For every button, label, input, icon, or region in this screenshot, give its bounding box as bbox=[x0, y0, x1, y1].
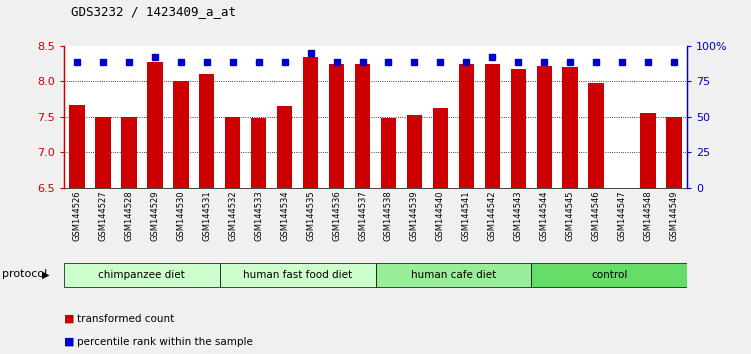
Bar bbox=[562, 67, 578, 188]
Bar bbox=[329, 64, 344, 188]
Text: chimpanzee diet: chimpanzee diet bbox=[98, 270, 185, 280]
Bar bbox=[536, 66, 552, 188]
Bar bbox=[220, 263, 376, 287]
Bar bbox=[511, 69, 526, 188]
Text: protocol: protocol bbox=[2, 269, 47, 279]
Bar bbox=[354, 64, 370, 188]
Bar bbox=[376, 263, 532, 287]
Bar bbox=[277, 106, 292, 188]
Bar bbox=[641, 113, 656, 188]
Text: ■: ■ bbox=[64, 337, 74, 347]
Text: human fast food diet: human fast food diet bbox=[243, 270, 352, 280]
Text: ■: ■ bbox=[64, 314, 74, 324]
Bar bbox=[589, 83, 604, 188]
Text: human cafe diet: human cafe diet bbox=[411, 270, 496, 280]
Text: GDS3232 / 1423409_a_at: GDS3232 / 1423409_a_at bbox=[71, 5, 237, 18]
Text: ▶: ▶ bbox=[42, 270, 50, 280]
Bar bbox=[199, 74, 215, 188]
Bar bbox=[69, 105, 85, 188]
Bar bbox=[381, 118, 397, 188]
Bar bbox=[64, 263, 220, 287]
Bar bbox=[121, 117, 137, 188]
Bar bbox=[484, 64, 500, 188]
Bar bbox=[666, 117, 682, 188]
Bar bbox=[95, 117, 110, 188]
Bar bbox=[303, 57, 318, 188]
Bar bbox=[225, 117, 240, 188]
Bar bbox=[147, 62, 162, 188]
Text: transformed count: transformed count bbox=[77, 314, 174, 324]
Bar bbox=[459, 64, 474, 188]
Bar bbox=[407, 115, 422, 188]
Bar bbox=[173, 81, 189, 188]
Text: percentile rank within the sample: percentile rank within the sample bbox=[77, 337, 253, 347]
Bar bbox=[532, 263, 687, 287]
Bar bbox=[251, 118, 267, 188]
Text: control: control bbox=[591, 270, 627, 280]
Bar bbox=[433, 108, 448, 188]
